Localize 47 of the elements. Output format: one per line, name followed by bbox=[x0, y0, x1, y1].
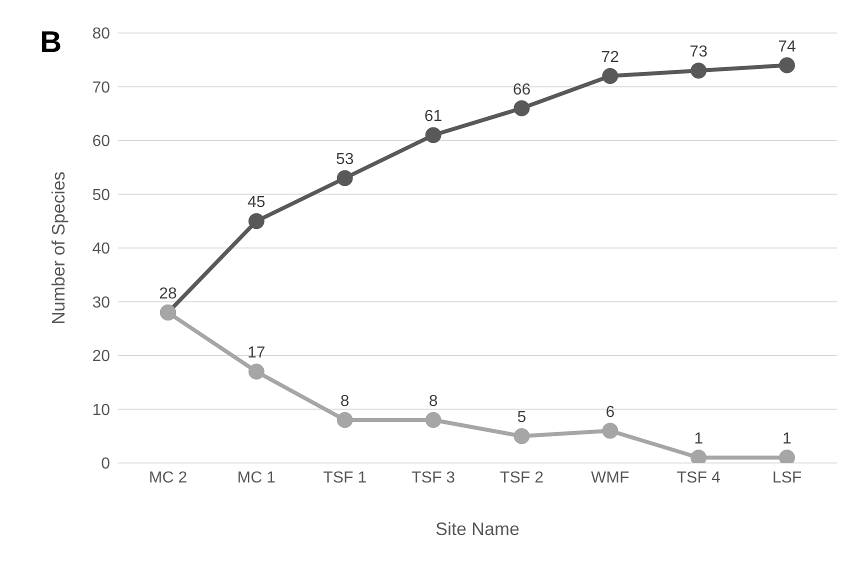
y-tick-label: 30 bbox=[92, 294, 110, 312]
point bbox=[514, 428, 530, 444]
point bbox=[248, 364, 264, 380]
point bbox=[779, 57, 795, 74]
data-label: 66 bbox=[512, 81, 531, 98]
point bbox=[602, 68, 618, 84]
data-label: 72 bbox=[601, 49, 620, 66]
point bbox=[336, 170, 353, 186]
data-label: 6 bbox=[606, 404, 615, 421]
y-tick-label: 40 bbox=[92, 240, 110, 258]
y-tick-label: 70 bbox=[92, 79, 110, 96]
data-label: 53 bbox=[336, 151, 354, 168]
point bbox=[690, 62, 707, 79]
x-tick-label: TSF 4 bbox=[676, 469, 720, 486]
data-label: 8 bbox=[340, 393, 350, 410]
data-label: 1 bbox=[694, 430, 704, 448]
y-tick-label: 80 bbox=[92, 26, 110, 43]
data-label: 61 bbox=[424, 108, 442, 126]
point bbox=[425, 412, 442, 428]
x-tick-label: TSF 1 bbox=[323, 469, 367, 486]
data-label: 8 bbox=[428, 393, 438, 410]
point bbox=[514, 100, 530, 116]
x-tick-label: TSF 3 bbox=[412, 469, 456, 486]
y-axis-title: Number of Species bbox=[48, 171, 68, 325]
point bbox=[425, 127, 442, 144]
chart-title: B bbox=[40, 26, 62, 60]
x-tick-label: MC 2 bbox=[148, 469, 188, 486]
y-tick-label: 0 bbox=[101, 456, 110, 473]
point bbox=[248, 213, 264, 230]
x-tick-label: LSF bbox=[772, 469, 802, 486]
y-tick-label: 20 bbox=[92, 348, 110, 366]
y-tick-label: 50 bbox=[92, 186, 110, 204]
point bbox=[336, 412, 353, 428]
x-tick-label: WMF bbox=[591, 469, 630, 486]
data-label: 73 bbox=[690, 44, 708, 61]
data-label: 28 bbox=[159, 286, 177, 302]
data-label: 17 bbox=[248, 344, 266, 362]
data-label: 1 bbox=[782, 430, 792, 448]
y-tick-label: 10 bbox=[92, 402, 110, 419]
x-tick-label: MC 1 bbox=[237, 469, 276, 486]
point bbox=[602, 422, 618, 439]
data-label: 74 bbox=[778, 38, 796, 56]
x-tick-label: TSF 2 bbox=[500, 469, 544, 486]
data-label: 45 bbox=[248, 194, 266, 212]
data-label: 5 bbox=[517, 409, 526, 426]
x-axis-title: Site Name bbox=[435, 519, 520, 539]
y-tick-label: 60 bbox=[92, 133, 110, 150]
